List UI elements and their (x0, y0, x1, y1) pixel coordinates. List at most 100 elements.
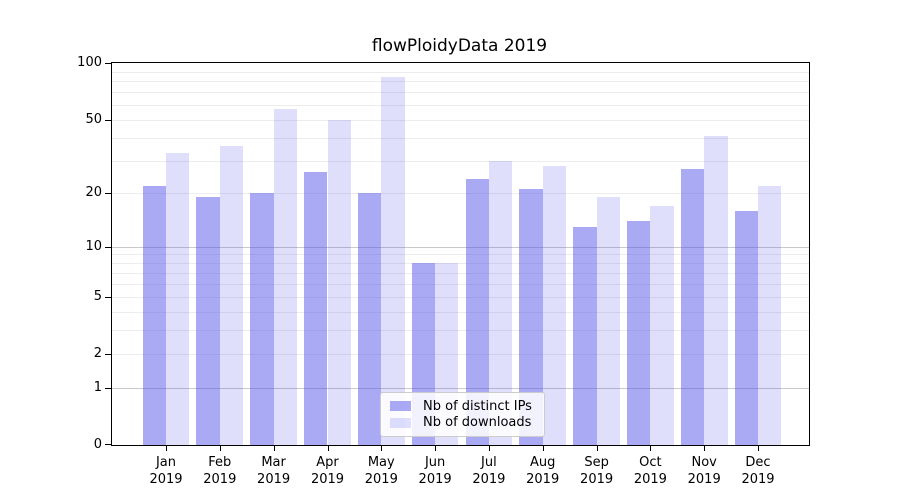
x-axis-label-month: Jun (424, 455, 446, 470)
bar-distinct-ips (357, 193, 382, 445)
x-tick (650, 445, 652, 451)
bar-distinct-ips (250, 193, 274, 445)
x-axis-label: Sep 2019 (580, 454, 613, 488)
x-tick (273, 445, 275, 451)
x-axis-label: Jan 2019 (149, 454, 182, 488)
bar-downloads (650, 205, 674, 445)
bar-distinct-ips (304, 172, 328, 445)
x-axis-label-month: Apr (316, 455, 339, 470)
x-tick (704, 445, 706, 451)
y-tick-label: 50 (85, 111, 102, 127)
legend-swatch-distinct-ips (390, 401, 411, 412)
x-axis-label-year: 2019 (257, 472, 291, 487)
gridline-minor (112, 254, 809, 256)
x-axis-label: Jun 2019 (419, 454, 452, 488)
bar-downloads (488, 160, 513, 445)
gridline-minor (112, 272, 809, 274)
gridline-minor (112, 92, 809, 94)
bar-downloads (704, 135, 728, 445)
gridline-minor (112, 137, 809, 139)
x-axis-label-month: Jul (481, 455, 497, 470)
x-axis-label-month: May (367, 455, 395, 470)
x-axis-label-month: Nov (691, 455, 717, 470)
y-tick (105, 246, 111, 248)
x-tick (327, 445, 329, 451)
gridline-minor (112, 330, 809, 332)
bar-distinct-ips (465, 178, 489, 445)
x-tick (542, 445, 544, 451)
y-tick-label: 2 (93, 346, 102, 362)
y-tick (105, 354, 111, 356)
gridline-minor (112, 160, 809, 162)
chart-title: flowPloidyData 2019 (371, 36, 548, 56)
x-axis-label-month: Mar (261, 455, 286, 470)
y-tick-label: 1 (93, 379, 102, 395)
x-axis-label: Jul 2019 (472, 454, 505, 488)
bar-downloads (327, 119, 351, 445)
x-axis-label: May 2019 (365, 454, 398, 488)
y-tick (105, 193, 111, 194)
y-tick (105, 119, 111, 121)
gridline-minor (112, 71, 809, 73)
y-tick (105, 444, 111, 445)
legend-item-downloads: Nb of downloads (390, 415, 536, 430)
x-axis-label: Dec 2019 (741, 454, 774, 488)
x-axis-label: Mar 2019 (257, 454, 290, 488)
bar-downloads (596, 197, 620, 445)
x-tick (488, 445, 490, 451)
bar-downloads (273, 108, 297, 445)
y-tick-label: 5 (93, 288, 102, 304)
gridline-minor (112, 296, 809, 298)
gridline-minor (112, 263, 809, 265)
bar-distinct-ips (627, 220, 651, 445)
bar-downloads (219, 146, 244, 445)
x-axis-label-month: Dec (745, 455, 771, 470)
legend-label-downloads: Nb of downloads (423, 415, 532, 431)
x-axis-label-month: Jan (155, 455, 177, 470)
x-axis-label-month: Oct (639, 455, 662, 470)
x-axis-label-year: 2019 (418, 472, 452, 487)
legend: Nb of distinct IPs Nb of downloads (380, 392, 545, 437)
bar-distinct-ips (142, 185, 166, 445)
bar-distinct-ips (734, 210, 758, 445)
x-tick (381, 445, 383, 451)
x-axis-label-month: Feb (208, 455, 232, 470)
gridline-minor (112, 119, 809, 121)
bar-downloads (542, 166, 567, 445)
y-tick (105, 63, 111, 64)
gridline-major (112, 387, 809, 389)
x-axis-label: Oct 2019 (634, 454, 667, 488)
plot-area: 100 50 20 10 5 2 1 0 Jan 2019 Feb 2019 Mar 2019 Apr 201… (77, 56, 810, 487)
legend-swatch-downloads (390, 417, 411, 428)
gridline-minor (112, 193, 809, 194)
x-tick (596, 445, 598, 451)
gridline-minor (112, 81, 809, 83)
bar-distinct-ips (680, 169, 705, 445)
bar-downloads (758, 185, 782, 445)
gridline-minor (112, 104, 809, 106)
bar-distinct-ips (573, 226, 597, 445)
x-axis-label-year: 2019 (310, 472, 345, 487)
x-tick (166, 445, 167, 451)
gridline-minor (112, 354, 809, 356)
x-axis-label: Aug 2019 (526, 454, 559, 488)
x-axis-label-year: 2019 (687, 472, 721, 487)
y-tick-label: 10 (85, 238, 102, 254)
x-axis-label: Feb 2019 (203, 454, 236, 488)
x-axis-label-year: 2019 (526, 472, 560, 487)
x-tick (758, 445, 759, 451)
x-axis-label: Nov 2019 (688, 454, 721, 488)
x-tick (435, 445, 437, 451)
x-axis-label-month: Sep (584, 455, 609, 470)
legend-label-distinct-ips: Nb of distinct IPs (423, 398, 532, 414)
gridline-minor (112, 283, 809, 285)
x-axis-label-month: Aug (529, 455, 556, 470)
x-axis-label-year: 2019 (364, 472, 398, 487)
x-axis-label-year: 2019 (633, 472, 667, 487)
x-axis-label-year: 2019 (149, 472, 183, 487)
y-tick-label: 0 (93, 437, 102, 452)
bar-distinct-ips (519, 189, 543, 445)
bar-distinct-ips (196, 197, 220, 445)
x-axis-label-year: 2019 (472, 472, 506, 487)
legend-item-distinct-ips: Nb of distinct IPs (390, 399, 536, 414)
